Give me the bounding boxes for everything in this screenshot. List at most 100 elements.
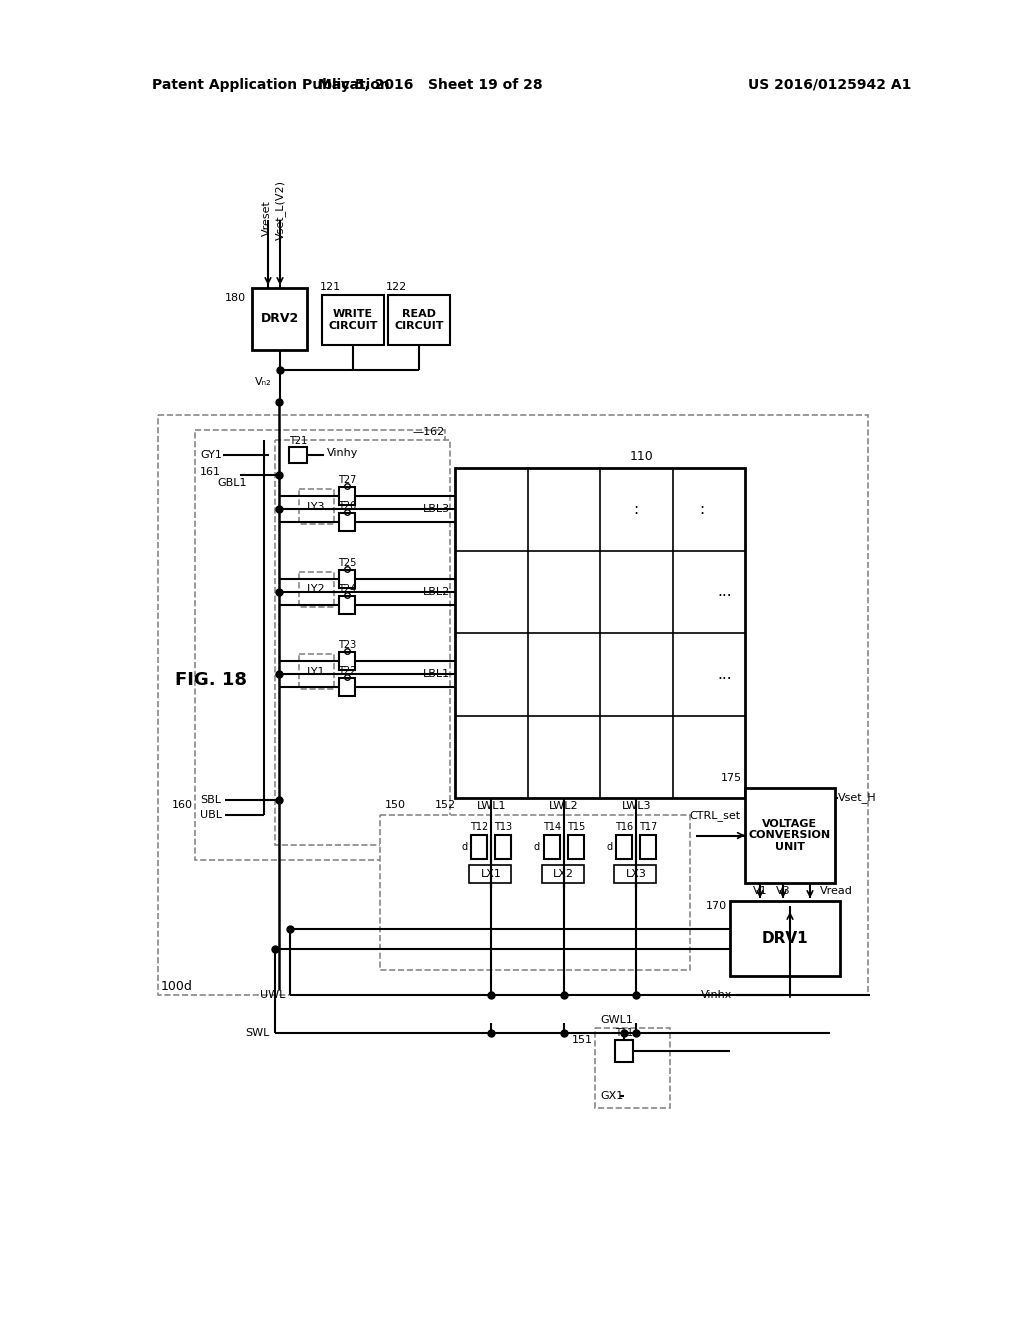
Text: Patent Application Publication: Patent Application Publication (152, 78, 390, 92)
Bar (299, 655, 334, 689)
Text: 175: 175 (721, 774, 742, 783)
Bar (339, 595, 355, 614)
Text: d: d (461, 842, 467, 851)
Text: :: : (634, 502, 639, 516)
Bar (299, 572, 334, 607)
Text: May 5, 2016   Sheet 19 of 28: May 5, 2016 Sheet 19 of 28 (317, 78, 543, 92)
Bar (388, 294, 450, 345)
Bar (289, 447, 307, 463)
Text: GX1: GX1 (600, 1092, 624, 1101)
Text: WRITE
CIRCUIT: WRITE CIRCUIT (329, 309, 378, 331)
Text: LX1: LX1 (481, 869, 502, 879)
Text: LY2: LY2 (307, 585, 326, 594)
Text: LX3: LX3 (626, 869, 647, 879)
Text: T12: T12 (470, 822, 488, 832)
Text: 180: 180 (225, 293, 246, 304)
Text: READ
CIRCUIT: READ CIRCUIT (394, 309, 443, 331)
Text: FIG. 18: FIG. 18 (175, 671, 247, 689)
Text: SBL: SBL (200, 795, 221, 805)
Bar (158, 414, 868, 995)
Text: Vinhy: Vinhy (327, 447, 358, 458)
Bar (339, 570, 355, 587)
Text: 170: 170 (706, 902, 727, 911)
Text: V3: V3 (776, 886, 791, 896)
Bar (614, 865, 656, 883)
Text: T14: T14 (543, 822, 561, 832)
Text: T17: T17 (639, 822, 657, 832)
Bar (567, 836, 584, 859)
Bar (380, 814, 690, 970)
Bar (496, 836, 511, 859)
Bar (275, 440, 450, 845)
Bar (322, 294, 384, 345)
Bar (339, 487, 355, 506)
Bar (640, 836, 656, 859)
Text: d: d (534, 842, 540, 851)
Text: Vreset: Vreset (262, 201, 272, 236)
Text: Vₙ₂: Vₙ₂ (255, 378, 271, 387)
Text: DRV1: DRV1 (762, 931, 808, 946)
Text: 152: 152 (435, 800, 456, 810)
Text: LBL2: LBL2 (423, 587, 450, 597)
Text: 122: 122 (386, 282, 408, 292)
Text: LWL3: LWL3 (622, 801, 651, 810)
Bar (195, 430, 445, 861)
Text: T23: T23 (338, 640, 356, 651)
Text: T13: T13 (495, 822, 512, 832)
Bar (339, 513, 355, 531)
Text: T25: T25 (338, 558, 356, 568)
Bar (615, 1040, 633, 1063)
Text: 100d: 100d (161, 981, 193, 994)
Text: 110: 110 (630, 450, 653, 462)
Text: LWL2: LWL2 (549, 801, 579, 810)
Text: 151: 151 (572, 1035, 593, 1045)
Text: T11: T11 (615, 1028, 633, 1038)
Text: d: d (606, 842, 612, 851)
Bar (455, 469, 745, 799)
Text: Vset_H: Vset_H (838, 792, 877, 804)
Text: ...: ... (718, 585, 732, 599)
Text: CTRL_set: CTRL_set (689, 810, 740, 821)
Bar (542, 865, 584, 883)
Text: T22: T22 (338, 667, 356, 676)
Text: 121: 121 (319, 282, 341, 292)
Bar (471, 836, 487, 859)
Text: US 2016/0125942 A1: US 2016/0125942 A1 (749, 78, 911, 92)
Text: SWL: SWL (245, 1028, 269, 1038)
Bar (339, 678, 355, 696)
Text: LY3: LY3 (307, 502, 326, 512)
Text: 160: 160 (172, 800, 193, 810)
Text: UBL: UBL (200, 810, 222, 820)
Text: LWL1: LWL1 (476, 801, 506, 810)
Text: 161: 161 (200, 467, 221, 477)
Text: :: : (699, 502, 705, 516)
Bar (745, 788, 835, 883)
Text: GBL1: GBL1 (217, 478, 247, 488)
Text: GWL1: GWL1 (600, 1015, 633, 1026)
Text: Vinhx: Vinhx (701, 990, 732, 1001)
Bar (544, 836, 560, 859)
Bar (252, 288, 307, 350)
Text: GY1: GY1 (200, 450, 222, 459)
Text: VOLTAGE
CONVERSION
UNIT: VOLTAGE CONVERSION UNIT (749, 818, 831, 853)
Text: T24: T24 (338, 583, 356, 594)
Bar (469, 865, 511, 883)
Text: LBL1: LBL1 (423, 669, 450, 680)
Text: Vread: Vread (820, 886, 853, 896)
Bar (339, 652, 355, 671)
Text: LBL3: LBL3 (423, 504, 450, 515)
Bar (616, 836, 632, 859)
Text: T26: T26 (338, 502, 356, 511)
Text: V1: V1 (753, 886, 767, 896)
Text: 150: 150 (385, 800, 406, 810)
Text: UWL: UWL (260, 990, 286, 1001)
Text: LX2: LX2 (553, 869, 574, 879)
Bar (730, 902, 840, 975)
Text: DRV2: DRV2 (260, 313, 299, 326)
Bar (299, 490, 334, 524)
Text: ...: ... (718, 667, 732, 681)
Text: T27: T27 (338, 475, 356, 486)
Text: T16: T16 (615, 822, 633, 832)
Text: T15: T15 (566, 822, 585, 832)
Text: T21: T21 (289, 436, 307, 446)
